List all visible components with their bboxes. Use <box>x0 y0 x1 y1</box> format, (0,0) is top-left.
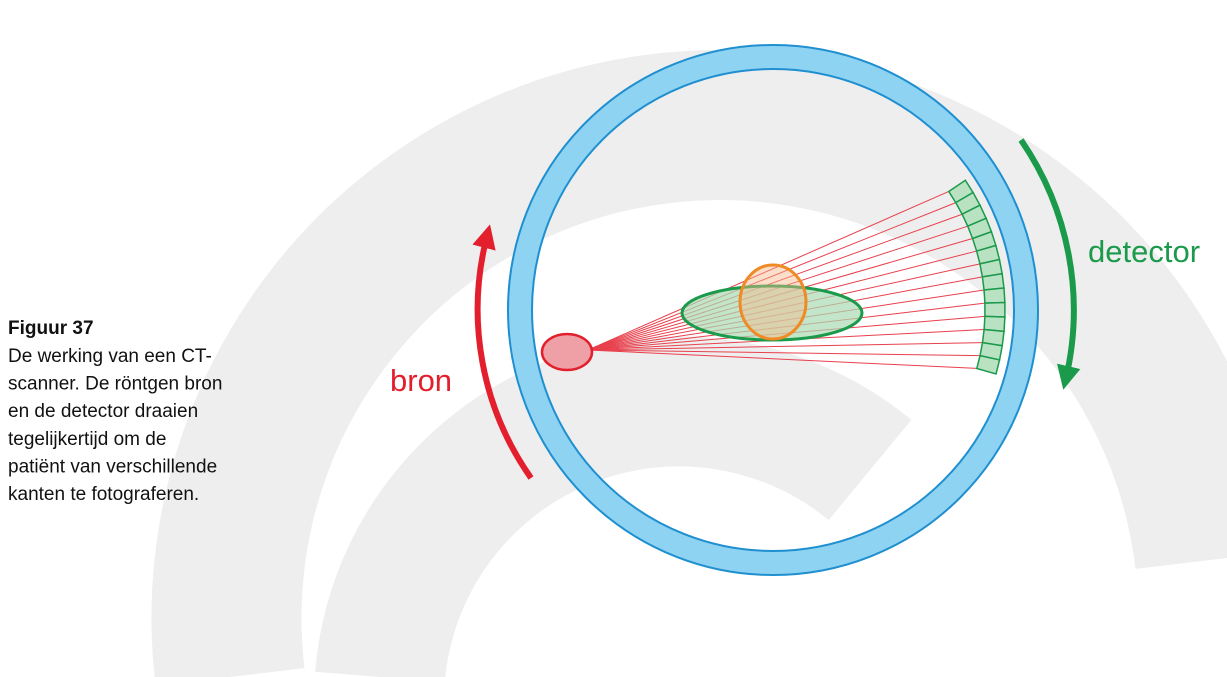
caption-line: tegelijkertijd om de <box>8 429 166 450</box>
watermark <box>227 125 1210 677</box>
detector-cell <box>982 274 1004 290</box>
detector-cell <box>984 288 1005 303</box>
source-label: bron <box>390 363 452 398</box>
detector-label: detector <box>1088 234 1200 269</box>
caption-line: scanner. De röntgen bron <box>8 374 222 395</box>
diagram: bron detector Figuur 37 De werking van e… <box>0 0 1227 677</box>
caption-line: patiënt van verschillende <box>8 456 217 477</box>
caption-line: De werking van een CT- <box>8 346 212 367</box>
x-ray-source <box>542 334 592 370</box>
organ <box>740 265 806 339</box>
caption-line: en de detector draaien <box>8 401 198 422</box>
detector-cell <box>985 302 1005 316</box>
caption-title: Figuur 37 <box>8 318 94 339</box>
caption-line: kanten te fotograferen. <box>8 484 199 505</box>
